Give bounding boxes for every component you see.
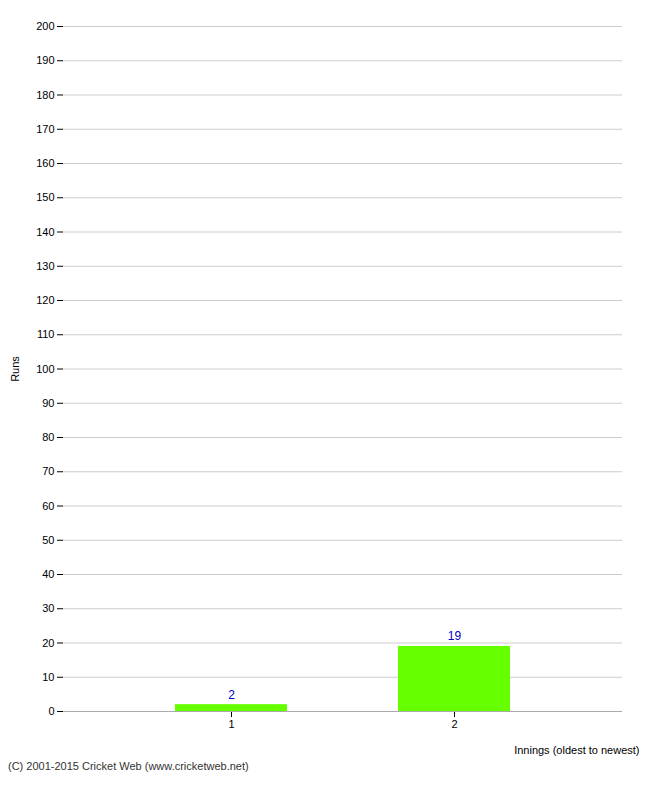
- svg-text:2: 2: [451, 718, 457, 730]
- svg-text:90: 90: [42, 397, 54, 409]
- svg-text:130: 130: [36, 260, 54, 272]
- svg-text:19: 19: [448, 629, 462, 643]
- svg-text:2: 2: [228, 688, 235, 702]
- svg-text:Runs: Runs: [9, 356, 21, 382]
- svg-text:30: 30: [42, 602, 54, 614]
- svg-text:10: 10: [42, 671, 54, 683]
- svg-text:0: 0: [48, 705, 54, 717]
- svg-text:160: 160: [36, 157, 54, 169]
- svg-text:20: 20: [42, 637, 54, 649]
- svg-text:50: 50: [42, 534, 54, 546]
- svg-text:140: 140: [36, 226, 54, 238]
- svg-text:180: 180: [36, 89, 54, 101]
- svg-text:170: 170: [36, 123, 54, 135]
- svg-text:120: 120: [36, 294, 54, 306]
- html-text:(C) 2001-2015 Cricket Web (www: (C) 2001-2015 Cricket Web (www.cricketwe…: [8, 760, 249, 772]
- svg-text:150: 150: [36, 191, 54, 203]
- svg-text:100: 100: [36, 363, 54, 375]
- svg-text:70: 70: [42, 465, 54, 477]
- svg-text:200: 200: [36, 20, 54, 32]
- svg-text:Innings (oldest to newest): Innings (oldest to newest): [514, 744, 639, 756]
- svg-text:1: 1: [228, 718, 234, 730]
- svg-text:60: 60: [42, 500, 54, 512]
- svg-text:80: 80: [42, 431, 54, 443]
- svg-text:40: 40: [42, 568, 54, 580]
- svg-text:190: 190: [36, 54, 54, 66]
- svg-text:110: 110: [37, 328, 55, 340]
